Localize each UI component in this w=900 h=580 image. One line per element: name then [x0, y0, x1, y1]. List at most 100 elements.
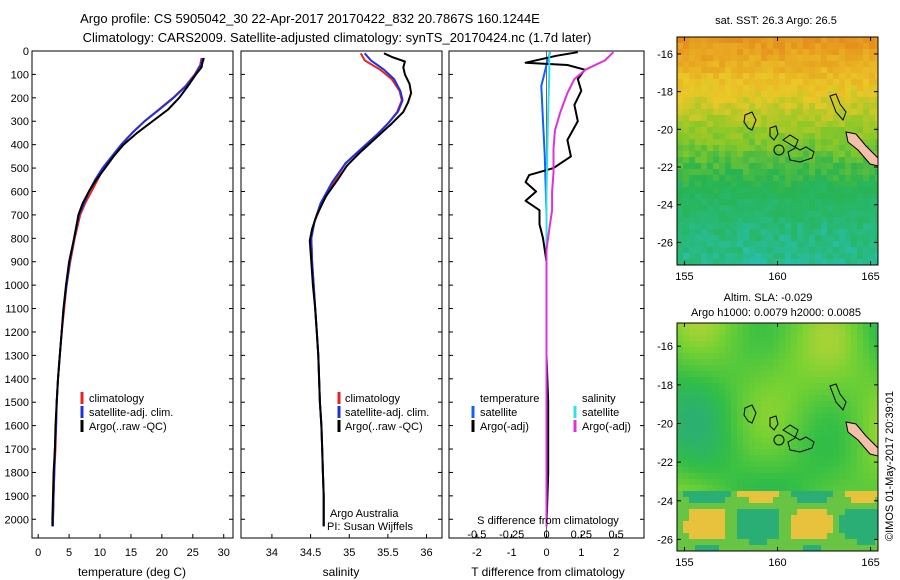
- heatmap-cell: [803, 467, 810, 474]
- heatmap-cell: [737, 347, 744, 354]
- heatmap-cell: [821, 383, 828, 390]
- heatmap-cell: [797, 127, 804, 134]
- heatmap-cell: [737, 515, 744, 522]
- heatmap-cell: [833, 467, 840, 474]
- heatmap-cell: [707, 73, 714, 80]
- heatmap-cell: [773, 85, 780, 92]
- heatmap-cell: [701, 461, 708, 468]
- heatmap-cell: [827, 199, 834, 206]
- heatmap-cell: [815, 235, 822, 242]
- heatmap-cell: [869, 223, 876, 230]
- heatmap-cell: [713, 449, 720, 456]
- heatmap-cell: [701, 509, 708, 516]
- heatmap-cell: [731, 413, 738, 420]
- heatmap-cell: [809, 509, 816, 516]
- heatmap-cell: [827, 109, 834, 116]
- heatmap-cell: [737, 377, 744, 384]
- heatmap-cell: [707, 43, 714, 50]
- heatmap-cell: [791, 91, 798, 98]
- heatmap-cell: [677, 521, 684, 528]
- heatmap-cell: [875, 347, 878, 354]
- heatmap-cell: [785, 419, 792, 426]
- heatmap-cell: [677, 97, 684, 104]
- heatmap-cell: [743, 211, 750, 218]
- heatmap-cell: [851, 145, 858, 152]
- heatmap-cell: [851, 449, 858, 456]
- heatmap-cell: [749, 527, 756, 534]
- heatmap-cell: [719, 503, 726, 510]
- heatmap-cell: [815, 223, 822, 230]
- heatmap-cell: [803, 211, 810, 218]
- heatmap-cell: [797, 43, 804, 50]
- heatmap-cell: [851, 515, 858, 522]
- heatmap-cell: [845, 61, 852, 68]
- heatmap-cell: [683, 241, 690, 248]
- heatmap-cell: [677, 401, 684, 408]
- heatmap-cell: [863, 335, 870, 342]
- heatmap-cell: [833, 389, 840, 396]
- heatmap-cell: [839, 151, 846, 158]
- heatmap-cell: [803, 235, 810, 242]
- heatmap-cell: [773, 79, 780, 86]
- heatmap-cell: [797, 413, 804, 420]
- heatmap-cell: [797, 115, 804, 122]
- heatmap-cell: [785, 187, 792, 194]
- heatmap-cell: [779, 163, 786, 170]
- heatmap-cell: [869, 115, 876, 122]
- heatmap-cell: [701, 193, 708, 200]
- heatmap-cell: [749, 175, 756, 182]
- heatmap-cell: [677, 431, 684, 438]
- heatmap-cell: [803, 55, 810, 62]
- heatmap-cell: [713, 485, 720, 492]
- heatmap-cell: [761, 223, 768, 230]
- heatmap-cell: [821, 437, 828, 444]
- heatmap-cell: [839, 55, 846, 62]
- heatmap-cell: [719, 383, 726, 390]
- heatmap-cell: [803, 73, 810, 80]
- heatmap-cell: [677, 253, 684, 260]
- heatmap-cell: [755, 163, 762, 170]
- legend-title-salinity: salinity: [582, 393, 616, 405]
- heatmap-cell: [779, 205, 786, 212]
- heatmap-cell: [791, 97, 798, 104]
- heatmap-cell: [743, 37, 750, 44]
- heatmap-cell: [779, 521, 786, 528]
- heatmap-cell: [725, 515, 732, 522]
- heatmap-cell: [875, 431, 878, 438]
- heatmap-cell: [737, 49, 744, 56]
- heatmap-cell: [713, 67, 720, 74]
- heatmap-cell: [815, 91, 822, 98]
- heatmap-cell: [683, 473, 690, 480]
- heatmap-cell: [731, 485, 738, 492]
- heatmap-cell: [875, 97, 878, 104]
- heatmap-cell: [725, 121, 732, 128]
- heatmap-cell: [701, 389, 708, 396]
- heatmap-cell: [827, 413, 834, 420]
- heatmap-cell: [863, 79, 870, 86]
- heatmap-cell: [683, 127, 690, 134]
- heatmap-cell: [845, 205, 852, 212]
- heatmap-cell: [737, 67, 744, 74]
- heatmap-cell: [749, 545, 756, 551]
- heatmap-cell: [761, 193, 768, 200]
- heatmap-cell: [833, 395, 840, 402]
- heatmap-cell: [719, 431, 726, 438]
- heatmap-cell: [755, 521, 762, 528]
- heatmap-cell: [857, 503, 864, 510]
- heatmap-cell: [785, 545, 792, 551]
- heatmap-cell: [833, 241, 840, 248]
- heatmap-cell: [743, 109, 750, 116]
- heatmap-cell: [713, 371, 720, 378]
- heatmap-cell: [713, 413, 720, 420]
- heatmap-cell: [779, 371, 786, 378]
- heatmap-cell: [755, 419, 762, 426]
- heatmap-cell: [779, 79, 786, 86]
- heatmap-cell: [779, 425, 786, 432]
- heatmap-cell: [809, 533, 816, 540]
- heatmap-cell: [833, 67, 840, 74]
- heatmap-cell: [773, 127, 780, 134]
- heatmap-cell: [677, 103, 684, 110]
- heatmap-cell: [719, 377, 726, 384]
- heatmap-cell: [719, 163, 726, 170]
- heatmap-cell: [803, 145, 810, 152]
